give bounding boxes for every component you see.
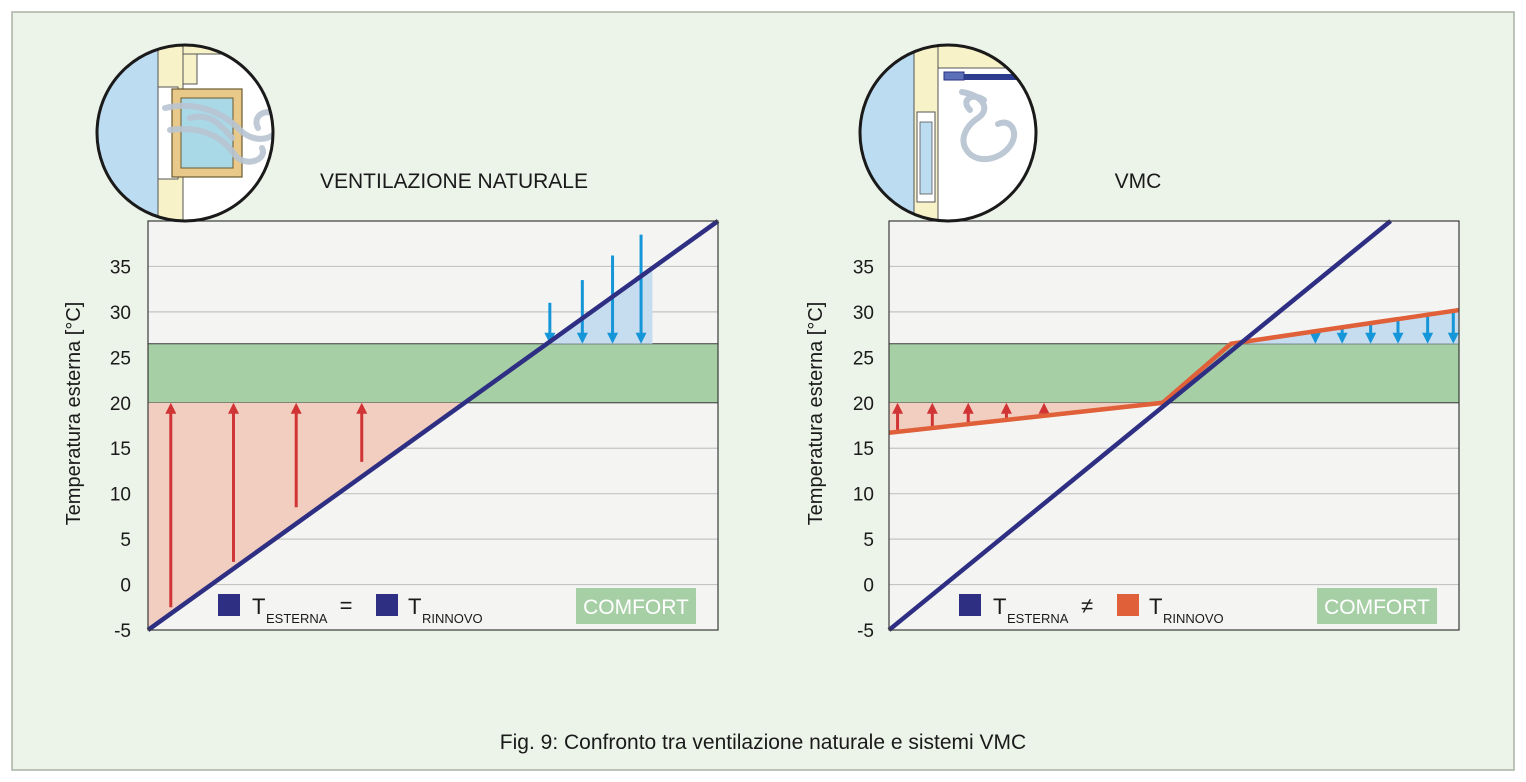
legend-sub-t-esterna: ESTERNA: [1007, 611, 1069, 626]
plot-frame: [147, 220, 719, 631]
figure-caption: Fig. 9: Confronto tra ventilazione natur…: [500, 731, 1026, 754]
series-t-esterna-line: [146, 219, 720, 632]
heating-arrow: [892, 402, 904, 432]
y-tick-label: 15: [853, 439, 874, 460]
cooling-arrow: [576, 280, 588, 344]
y-tick-label: 20: [853, 394, 874, 415]
comfort-legend-label: COMFORT: [583, 596, 689, 619]
legend-label-t-esterna: T: [993, 594, 1006, 619]
legend-swatch-t-rinnovo: [376, 594, 398, 616]
chart-title: VMC: [1115, 170, 1162, 193]
plot-frame: [888, 220, 1460, 631]
y-tick-label: 5: [120, 530, 131, 551]
y-axis-label: Temperatura esterna [°C]: [805, 302, 827, 526]
legend-sub-t-esterna: ESTERNA: [266, 611, 328, 626]
comfort-legend-box: [576, 588, 696, 624]
legend-swatch-t-esterna: [218, 594, 240, 616]
comfort-band: [148, 343, 718, 403]
y-tick-label: 30: [853, 303, 874, 324]
legend-operator: ≠: [1081, 593, 1093, 618]
y-tick-label: 20: [110, 394, 131, 415]
cooling-arrow: [1422, 314, 1434, 344]
legend-label-t-esterna: T: [252, 594, 265, 619]
legend-sub-t-rinnovo: RINNOVO: [422, 611, 483, 626]
cooling-arrow: [1447, 310, 1459, 344]
wind-swirl-icon: [162, 102, 273, 165]
y-tick-label: 5: [863, 530, 874, 551]
y-tick-label: 30: [110, 303, 131, 324]
heating-arrow: [962, 402, 974, 424]
legend-operator: =: [340, 593, 353, 618]
cooling-arrow: [1392, 319, 1404, 344]
duct-icon: [943, 71, 1036, 81]
heating-arrow: [228, 402, 239, 562]
legend-sub-t-rinnovo: RINNOVO: [1163, 611, 1224, 626]
y-tick-label: 35: [110, 257, 131, 278]
chart-vmc: -5 0 5 10 15 20 25 30 35 Temperatura esterna [°C]…: [805, 170, 1460, 642]
chart-ventilazione-naturale: -5 0 5 10 15 20 25 30 35 Temperatura esterna [°C]…: [63, 170, 720, 642]
cooling-arrow: [544, 302, 556, 344]
y-tick-label: -5: [114, 621, 131, 642]
heating-arrow: [356, 402, 368, 462]
legend-label-t-rinnovo: T: [1149, 594, 1162, 619]
y-tick-label: 0: [120, 576, 131, 597]
y-tick-label: 25: [853, 348, 874, 369]
y-tick-label: -5: [857, 621, 874, 642]
window-illustration: [95, 43, 275, 223]
y-tick-label: 25: [110, 348, 131, 369]
comfort-legend-box: [1317, 588, 1437, 624]
y-axis-label: Temperatura esterna [°C]: [63, 302, 85, 526]
y-tick-label: 0: [863, 576, 874, 597]
series-t-esterna-line: [887, 219, 1393, 632]
y-tick-label: 35: [853, 257, 874, 278]
plot-area: [889, 221, 1459, 630]
y-tick-label: 15: [110, 439, 131, 460]
legend-swatch-t-esterna: [959, 594, 981, 616]
wind-swirl-icon: [959, 89, 1018, 163]
y-tick-label: 10: [853, 485, 874, 506]
series-t-rinnovo-line: [888, 307, 1460, 436]
chart-title: VENTILAZIONE NATURALE: [320, 170, 588, 193]
heating-arrow: [165, 402, 177, 608]
legend-label-t-rinnovo: T: [408, 594, 421, 619]
comfort-legend-label: COMFORT: [1324, 596, 1430, 619]
cooling-arrow: [635, 234, 647, 344]
y-tick-label: 10: [110, 485, 131, 506]
heating-arrow: [926, 402, 938, 428]
legend-swatch-t-rinnovo: [1117, 594, 1139, 616]
heating-arrow: [290, 402, 302, 508]
